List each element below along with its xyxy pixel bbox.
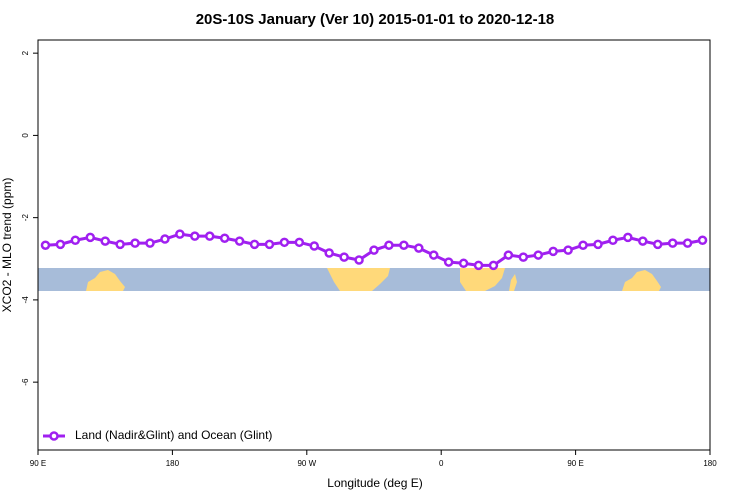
data-point bbox=[204, 231, 215, 241]
x-tick-label: 90 E bbox=[30, 459, 46, 468]
data-point bbox=[115, 239, 125, 250]
data-point bbox=[70, 235, 81, 246]
y-tick-label: 2 bbox=[21, 50, 30, 55]
data-point bbox=[443, 257, 454, 267]
data-point bbox=[533, 250, 544, 260]
data-point bbox=[623, 232, 633, 243]
x-tick-label: 90 W bbox=[297, 459, 316, 468]
data-point bbox=[697, 235, 708, 246]
data-point bbox=[503, 250, 514, 260]
data-point bbox=[652, 239, 663, 250]
data-point bbox=[264, 239, 275, 250]
plot-frame bbox=[37, 39, 711, 451]
data-point bbox=[354, 255, 364, 265]
data-point bbox=[414, 243, 424, 253]
data-point bbox=[339, 252, 349, 262]
data-point bbox=[40, 240, 51, 250]
data-point bbox=[55, 239, 66, 250]
y-tick-label: -6 bbox=[21, 378, 30, 386]
data-point bbox=[369, 245, 379, 255]
legend-marker bbox=[49, 431, 59, 441]
x-tick-label: 90 E bbox=[567, 459, 583, 468]
data-point bbox=[548, 246, 558, 257]
data-point bbox=[384, 240, 394, 250]
data-point bbox=[428, 250, 439, 260]
data-point bbox=[130, 238, 140, 248]
data-point bbox=[309, 241, 320, 251]
data-point bbox=[175, 229, 185, 239]
y-axis-label: XCO2 - MLO trend (ppm) bbox=[0, 178, 14, 313]
data-point bbox=[593, 239, 603, 250]
data-point bbox=[85, 232, 96, 243]
x-tick-label: 180 bbox=[703, 459, 717, 468]
x-tick-label: 180 bbox=[166, 459, 180, 468]
data-point bbox=[682, 238, 693, 248]
data-point bbox=[563, 245, 573, 255]
data-point bbox=[219, 233, 230, 243]
data-point bbox=[145, 238, 155, 248]
data-point bbox=[638, 236, 648, 246]
data-point bbox=[667, 238, 678, 248]
chart-title: 20S-10S January (Ver 10) 2015-01-01 to 2… bbox=[196, 11, 555, 28]
data-point bbox=[190, 231, 200, 241]
data-point bbox=[473, 260, 484, 271]
data-point bbox=[249, 239, 260, 250]
data-point bbox=[458, 258, 469, 269]
data-point bbox=[294, 237, 305, 248]
x-axis-label: Longitude (deg E) bbox=[327, 476, 422, 490]
data-point bbox=[518, 252, 529, 262]
data-point bbox=[608, 235, 618, 246]
data-point bbox=[100, 236, 110, 246]
x-tick-label: 0 bbox=[439, 459, 444, 468]
data-point bbox=[399, 240, 409, 250]
land-ocean-band bbox=[38, 268, 710, 291]
y-tick-label: -4 bbox=[21, 296, 30, 304]
data-point bbox=[488, 260, 499, 271]
data-point bbox=[279, 237, 290, 248]
data-point bbox=[160, 234, 170, 244]
data-point bbox=[234, 236, 245, 246]
y-tick-label: -2 bbox=[21, 214, 30, 222]
data-point bbox=[578, 240, 588, 250]
data-point bbox=[324, 248, 334, 258]
y-tick-label: 0 bbox=[21, 133, 30, 138]
legend-label: Land (Nadir&Glint) and Ocean (Glint) bbox=[75, 428, 272, 442]
